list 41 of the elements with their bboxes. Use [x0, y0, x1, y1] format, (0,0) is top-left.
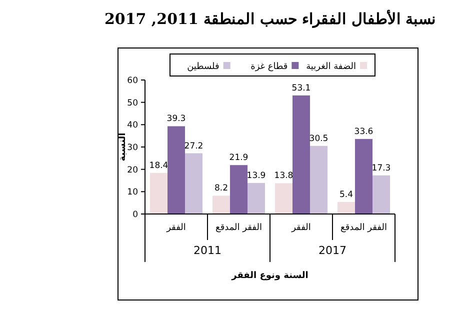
- text: 2017: [318, 244, 346, 257]
- data-label: 13.8: [274, 171, 294, 182]
- chart-title: نسبة الأطفال الفقراء حسب المنطقة 2011, 2017: [104, 9, 436, 28]
- legend-label: الضفة الغربية: [306, 62, 356, 72]
- data-label: 8.2: [214, 184, 228, 194]
- bar: [338, 202, 355, 214]
- bar: [275, 183, 292, 214]
- x-tick-label: الفقر المدقع: [216, 223, 262, 233]
- x-tick-label: الفقر: [166, 223, 186, 233]
- x-axis-title: السنة ونوع الفقر: [230, 271, 308, 281]
- x-tick-label: الفقر المدقع: [340, 223, 387, 233]
- bar: [310, 146, 328, 214]
- y-axis-title: النسبة: [118, 132, 128, 162]
- bar: [372, 175, 390, 214]
- bar: [355, 138, 372, 214]
- x-tick-label: الفقر: [290, 223, 311, 233]
- data-label: 17.3: [372, 163, 391, 174]
- bar: [168, 126, 185, 214]
- y-tick-label: 50: [127, 98, 138, 108]
- data-label: 33.6: [354, 126, 374, 137]
- y-tick-label: 0: [132, 210, 138, 220]
- bar: [230, 165, 248, 214]
- text: 2011: [194, 244, 222, 257]
- y-tick-label: 10: [127, 188, 138, 198]
- legend-label: فلسطين: [187, 62, 220, 72]
- data-label: 18.4: [149, 160, 168, 171]
- bar: [248, 182, 265, 214]
- bar: [185, 153, 202, 214]
- data-label: 53.1: [292, 83, 311, 94]
- bar: [150, 172, 168, 214]
- y-tick-label: 60: [127, 76, 138, 86]
- bar: [212, 196, 230, 214]
- data-label: 13.9: [246, 170, 266, 181]
- data-label: 39.3: [166, 114, 186, 124]
- y-tick-label: 40: [127, 120, 138, 131]
- legend-label: قطاع غزة: [250, 62, 288, 72]
- data-label: 21.9: [229, 153, 248, 164]
- y-tick-label: 20: [127, 165, 138, 176]
- bar: [292, 95, 310, 214]
- data-label: 5.4: [339, 190, 354, 200]
- y-tick-label: 30: [127, 143, 138, 153]
